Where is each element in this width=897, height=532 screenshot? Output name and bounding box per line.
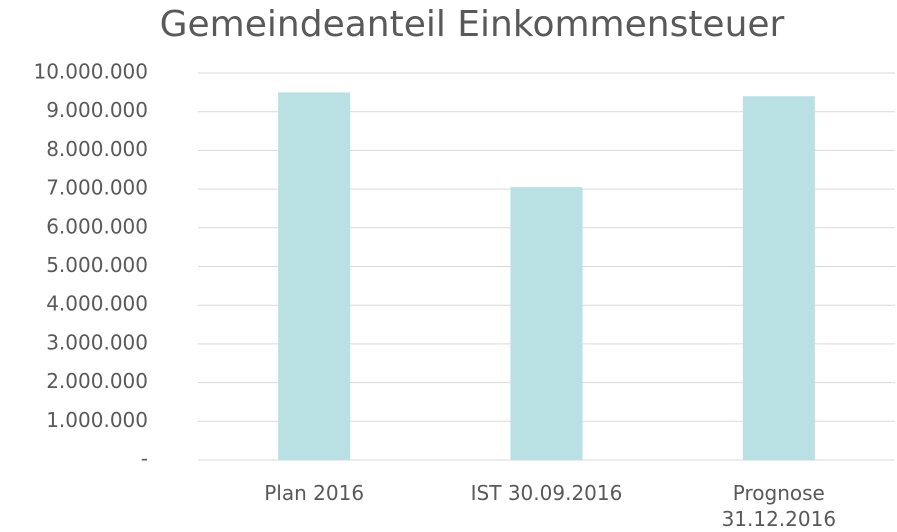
x-tick-label: IST 30.09.2016 <box>470 481 623 505</box>
y-tick-label: 6.000.000 <box>46 214 148 238</box>
x-tick-label: Plan 2016 <box>264 481 365 505</box>
x-tick-label: Prognose 31.12.2016 <box>721 481 837 531</box>
bar <box>510 187 583 461</box>
y-tick-label: 4.000.000 <box>46 292 148 316</box>
y-tick-label: 2.000.000 <box>46 369 148 393</box>
bar <box>742 96 815 460</box>
y-tick-label: 7.000.000 <box>46 176 148 200</box>
y-tick-label: 3.000.000 <box>46 330 148 354</box>
bar <box>278 92 351 460</box>
y-tick-label: 1.000.000 <box>46 408 148 432</box>
y-tick-label: 8.000.000 <box>46 137 148 161</box>
y-tick-label: 9.000.000 <box>46 98 148 122</box>
chart-title: Gemeindeanteil Einkommensteuer <box>160 4 785 45</box>
y-tick-label: 5.000.000 <box>46 253 148 277</box>
y-tick-label: - <box>141 447 148 471</box>
y-tick-label: 10.000.000 <box>33 60 148 84</box>
